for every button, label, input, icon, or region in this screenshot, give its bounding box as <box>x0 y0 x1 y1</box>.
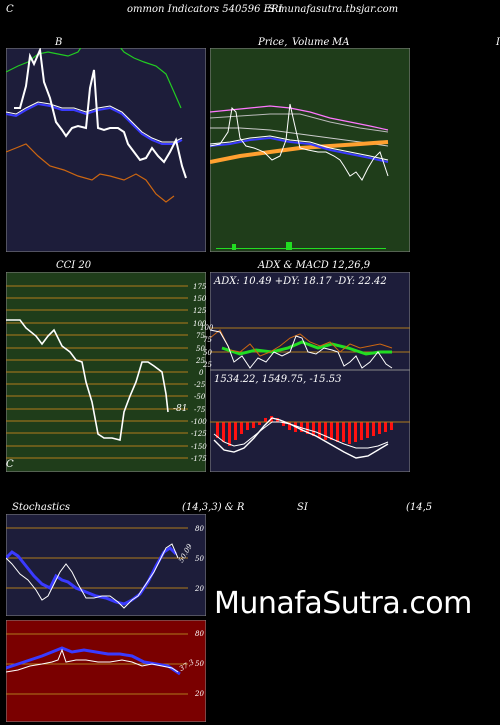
cci-tick: 25 <box>196 357 205 365</box>
stochastics-params: (14,3,3) & R <box>182 502 245 513</box>
rsi-tick: 80 <box>195 630 204 638</box>
macd-values: 1534.22, 1549.75, -15.53 <box>214 374 342 385</box>
cci-current-value: -81 <box>173 404 188 414</box>
cci-tick: -125 <box>191 430 207 438</box>
stochastics-panel <box>6 514 206 616</box>
cci-tick: 0 <box>199 369 204 377</box>
cci-tick: 125 <box>193 307 207 315</box>
adx-tick: 25 <box>203 361 212 369</box>
volume-label: Volume <box>292 37 330 48</box>
adx-tick: 100 <box>200 324 214 332</box>
adx-macd-panel <box>210 272 410 472</box>
rsi-label: SI <box>297 502 308 513</box>
cci-tick: 100 <box>193 320 207 328</box>
stochastics-label: Stochastics <box>12 502 70 513</box>
rsi-params: (14,5 <box>406 502 433 513</box>
header-title: ommon Indicators 540596 ERI <box>127 4 283 15</box>
cci-tick: 75 <box>196 332 205 340</box>
cci-tick: -100 <box>191 418 207 426</box>
cci-tick: -25 <box>194 381 206 389</box>
cci-tick: 150 <box>193 295 207 303</box>
adx-tick: 50 <box>203 349 212 357</box>
header-c: C <box>6 4 14 15</box>
bollinger-label: B <box>55 37 63 48</box>
adx-values: ADX: 10.49 +DY: 18.17 -DY: 22.42 <box>214 276 387 287</box>
cci-label: CCI 20 <box>56 260 92 271</box>
stoch-tick: 80 <box>195 525 204 533</box>
adx-macd-label: ADX & MACD 12,26,9 <box>258 260 371 271</box>
ma-label: MA <box>332 37 350 48</box>
rsi-panel <box>6 620 206 722</box>
panel-edge-letter: I <box>496 37 500 48</box>
bollinger-panel <box>6 48 206 252</box>
cci-panel <box>6 272 206 472</box>
cci-tick: -175 <box>191 455 207 463</box>
cci-tick: -75 <box>194 406 206 414</box>
cci-tick: -150 <box>191 443 207 451</box>
cci-tick: -50 <box>194 393 206 401</box>
rsi-tick: 20 <box>195 690 204 698</box>
stoch-tick: 20 <box>195 585 204 593</box>
header-domain: S munafasutra.tbsjar.com <box>268 4 399 15</box>
stoch-tick: 50 <box>195 555 204 563</box>
price-label: Price, <box>258 37 288 48</box>
adx-tick: 75 <box>203 336 212 344</box>
price-ma-panel <box>210 48 410 252</box>
cci-tick: 50 <box>196 345 205 353</box>
cci-tick: 175 <box>193 283 207 291</box>
watermark-logo: MunafaSutra.com <box>214 586 472 621</box>
footer-c: C <box>6 459 14 470</box>
rsi-tick: 50 <box>195 660 204 668</box>
